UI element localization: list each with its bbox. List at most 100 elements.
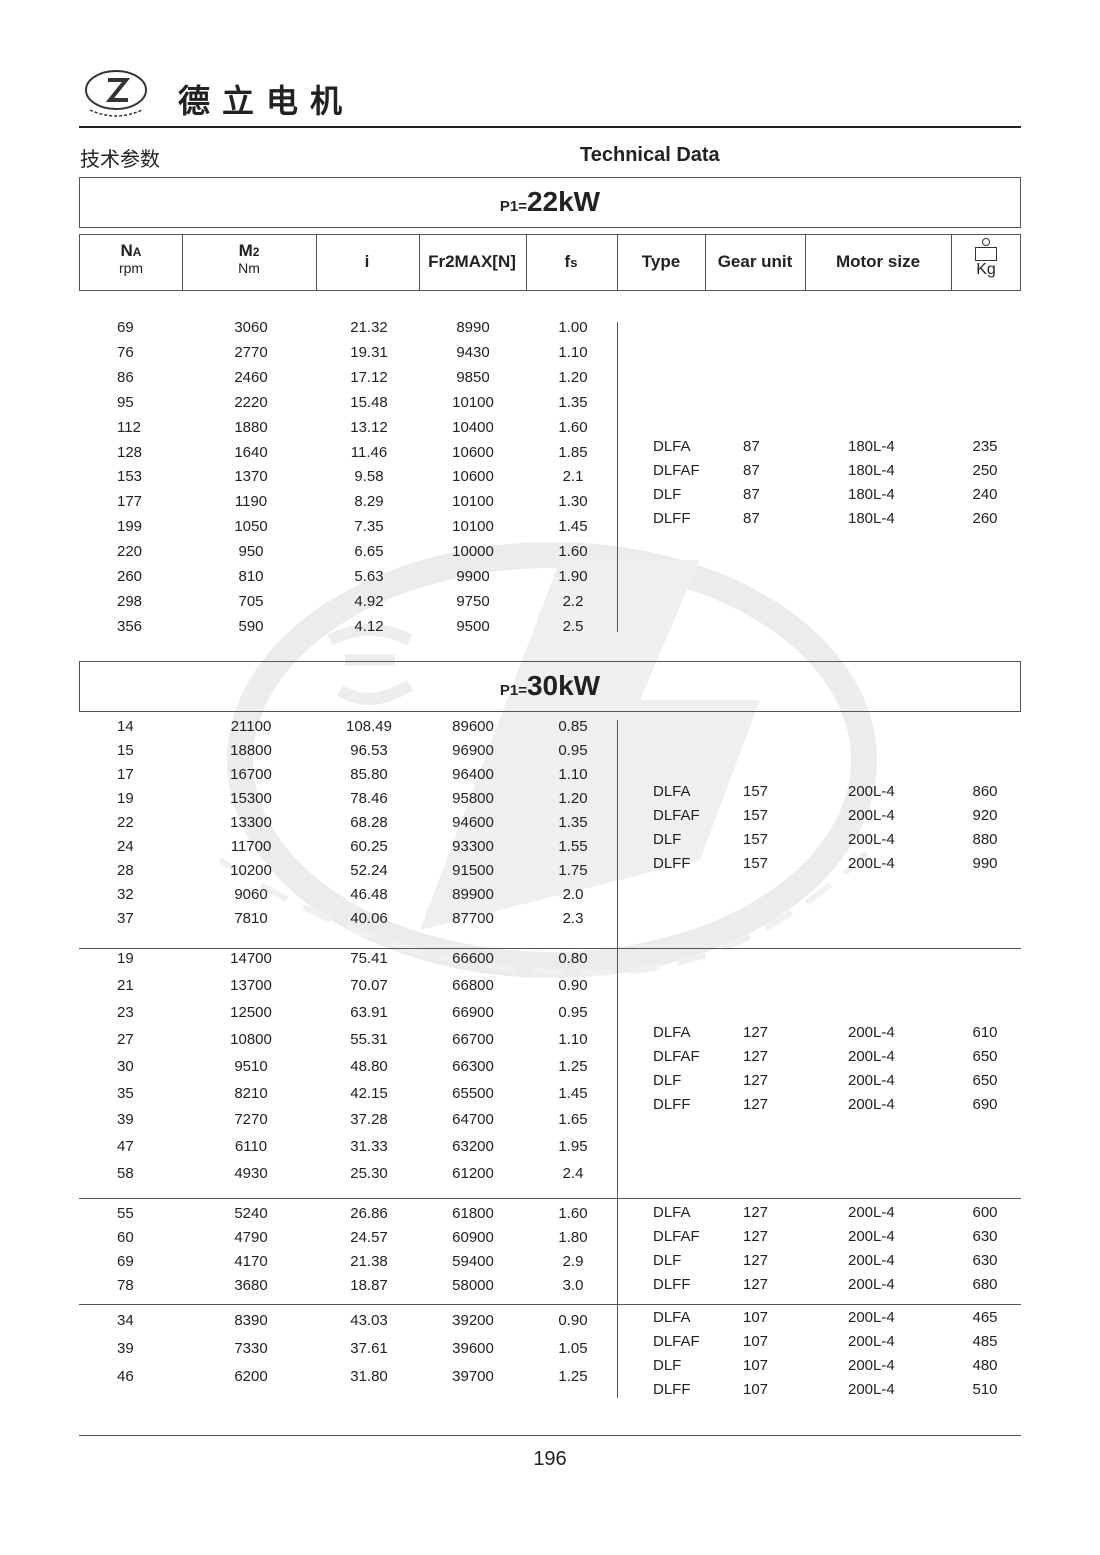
type-value: DLFAF: [653, 1048, 700, 1065]
gear-unit-value: 157: [743, 783, 769, 800]
section-title-cn: 技术参数: [80, 149, 160, 171]
fs-value: 0.90: [558, 1312, 588, 1329]
na-value: 23: [117, 1003, 134, 1021]
fr2max-value: 10100: [452, 518, 494, 536]
type-value: DLF: [653, 1357, 682, 1374]
power-banner-30kw: P1=30kW: [79, 661, 1021, 712]
group-separator: [79, 1198, 1021, 1199]
power-prefix: P1=: [499, 682, 527, 699]
na-value: 86: [117, 368, 134, 386]
na-value: 39: [117, 1340, 134, 1357]
weight-value: 250: [972, 462, 998, 479]
fr2max-value: 87700: [452, 910, 494, 927]
fs-value: 1.10: [558, 343, 588, 361]
motor-size-value: 200L-4: [848, 1096, 895, 1113]
ratio-value: 96.53: [350, 742, 388, 759]
fr2max-value: 89900: [452, 886, 494, 903]
fs-value: 1.60: [558, 543, 588, 561]
col-na: NA: [120, 241, 142, 260]
m2-value: 15300: [230, 790, 272, 807]
m2-value: 7810: [234, 910, 268, 927]
fr2max-value: 61800: [452, 1205, 494, 1222]
ratio-value: 60.25: [350, 838, 388, 855]
fs-value: 2.1: [562, 468, 584, 486]
motor-size-value: 200L-4: [848, 1333, 895, 1350]
fs-value: 0.85: [558, 718, 588, 735]
fs-value: 2.3: [562, 910, 584, 927]
gear-unit-value: 127: [743, 1252, 769, 1269]
ratio-value: 5.63: [354, 568, 384, 585]
column-divider: [182, 234, 183, 291]
weight-value: 920: [972, 807, 998, 824]
type-value: DLF: [653, 1252, 682, 1269]
motor-size-value: 200L-4: [848, 1252, 895, 1269]
fr2max-value: 66600: [452, 950, 494, 967]
gear-unit-value: 157: [743, 807, 769, 824]
m2-value: 2220: [234, 393, 268, 411]
type-value: DLFAF: [653, 462, 700, 479]
power-banner-22kw: P1=22kW: [79, 177, 1021, 228]
gear-unit-value: 157: [743, 831, 769, 848]
m2-value: 705: [238, 592, 264, 610]
group-divider: [617, 948, 618, 1198]
type-value: DLFF: [653, 510, 691, 527]
fs-value: 1.90: [558, 568, 588, 585]
ratio-value: 25.30: [350, 1165, 388, 1183]
kg-label: Kg: [976, 261, 996, 278]
m2-value: 950: [238, 543, 264, 561]
weight-value: 990: [972, 855, 998, 872]
m2-value: 8210: [234, 1084, 268, 1102]
fr2max-value: 9750: [456, 592, 490, 610]
fr2max-value: 9900: [456, 568, 490, 585]
m2-value: 13700: [230, 976, 272, 994]
weight-value: 600: [972, 1204, 998, 1221]
col-m2: M2: [238, 241, 260, 260]
m2-value: 4170: [234, 1253, 268, 1270]
m2-value: 4930: [234, 1165, 268, 1183]
column-divider: [805, 234, 806, 291]
fr2max-value: 96900: [452, 742, 494, 759]
fs-value: 0.95: [558, 742, 588, 759]
m2-value: 8390: [234, 1312, 268, 1329]
m2-value: 13300: [230, 814, 272, 831]
fs-value: 1.20: [558, 368, 588, 386]
m2-value: 18800: [230, 742, 272, 759]
weight-value: 610: [972, 1024, 998, 1041]
weight-value: 485: [972, 1333, 998, 1350]
ratio-value: 8.29: [354, 493, 384, 511]
fr2max-value: 10000: [452, 543, 494, 561]
na-value: 27: [117, 1030, 134, 1048]
ratio-value: 75.41: [350, 950, 388, 967]
fr2max-value: 10400: [452, 418, 494, 436]
fs-value: 1.35: [558, 814, 588, 831]
column-header-row: [79, 234, 1021, 291]
m2-value: 7270: [234, 1111, 268, 1129]
m2-value: 3680: [234, 1277, 268, 1294]
group-divider: [617, 1304, 618, 1398]
fr2max-value: 66300: [452, 1057, 494, 1075]
ratio-value: 4.92: [354, 592, 384, 610]
gear-unit-value: 107: [743, 1309, 769, 1326]
type-value: DLFA: [653, 438, 691, 455]
ratio-value: 7.35: [354, 518, 384, 536]
fs-value: 1.55: [558, 838, 588, 855]
na-value: 260: [117, 568, 143, 585]
gear-unit-value: 127: [743, 1228, 769, 1245]
ratio-value: 31.80: [350, 1368, 388, 1385]
fr2max-value: 10100: [452, 393, 494, 411]
motor-size-value: 200L-4: [848, 1228, 895, 1245]
na-value: 17: [117, 766, 134, 783]
ratio-value: 46.48: [350, 886, 388, 903]
fr2max-value: 59400: [452, 1253, 494, 1270]
fr2max-value: 65500: [452, 1084, 494, 1102]
fs-value: 1.95: [558, 1138, 588, 1156]
m2-value: 7330: [234, 1340, 268, 1357]
logo-mark: [85, 70, 147, 117]
fs-value: 1.80: [558, 1229, 588, 1246]
na-value: 220: [117, 543, 143, 561]
fr2max-value: 39700: [452, 1368, 494, 1385]
fr2max-value: 9500: [456, 617, 490, 635]
ratio-value: 63.91: [350, 1003, 388, 1021]
na-value: 19: [117, 950, 134, 967]
motor-size-value: 200L-4: [848, 1072, 895, 1089]
